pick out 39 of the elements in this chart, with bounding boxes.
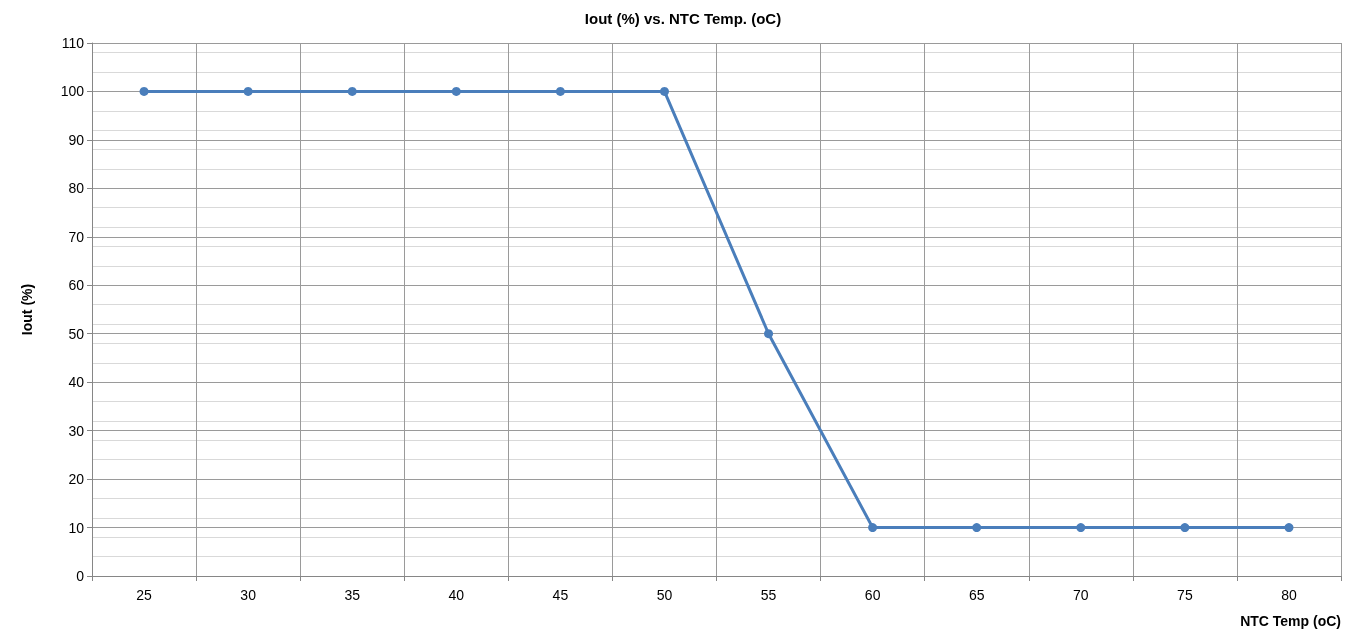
y-tick-label: 110 [61,35,85,51]
x-tick-label: 30 [240,587,257,603]
y-tick-label: 30 [68,422,85,439]
chart-title: Iout (%) vs. NTC Temp. (oC) [584,10,782,27]
x-tick-label: 75 [1177,587,1193,603]
point [555,86,565,96]
x-axis-title: NTC Temp (oC) [1240,613,1341,629]
x-tick-label: 35 [344,587,361,603]
x-tick-label: 80 [1281,587,1297,603]
x-tick-label: 55 [760,587,777,603]
x-tick-label: 60 [864,587,881,603]
y-tick-label: 50 [68,325,85,342]
y-tick-label: 40 [68,374,85,391]
y-tick-label: 80 [68,180,85,197]
point [451,86,461,96]
x-tick-label: 65 [968,587,985,603]
y-tick-label: 90 [68,131,85,148]
point [1180,523,1190,533]
point [1076,523,1086,533]
x-tick-label: 45 [552,587,569,603]
point [1284,523,1294,533]
point [868,523,878,533]
y-axis-title: Iout (%) [19,283,35,336]
point [139,86,149,96]
point [972,523,982,533]
x-tick-label: 25 [136,587,153,603]
y-tick-label: 10 [68,519,85,536]
y-tick-label: 100 [60,83,85,100]
point [243,86,253,96]
point [347,86,357,96]
x-tick-label: 40 [448,587,465,603]
y-tick-label: 0 [76,568,85,584]
y-tick-label: 70 [68,228,85,245]
x-tick-label: 50 [656,587,673,603]
y-tick-label: 60 [68,277,85,294]
y-tick-label: 20 [68,471,85,488]
point [764,329,774,339]
point [659,86,669,96]
x-tick-label: 70 [1073,587,1089,603]
